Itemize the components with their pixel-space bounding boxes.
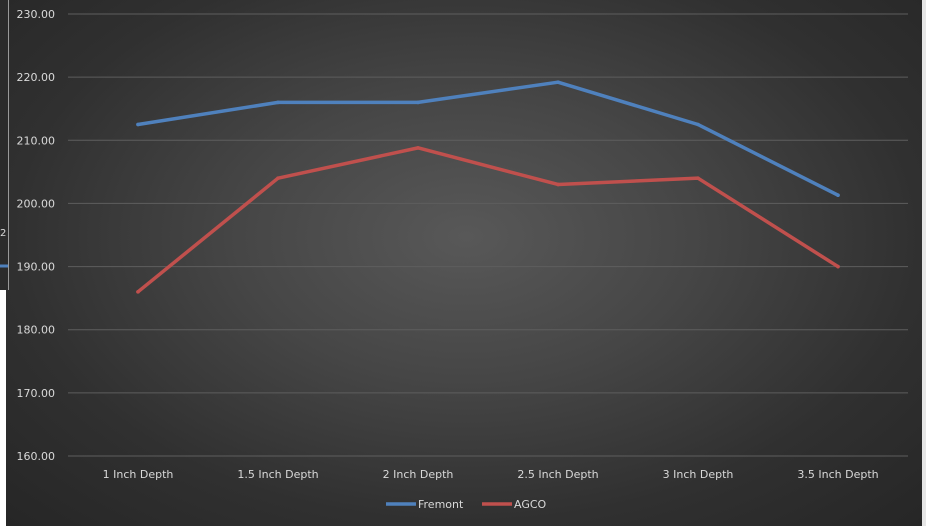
legend-label-fremont: Fremont xyxy=(418,498,464,511)
data-point-agco xyxy=(136,290,140,294)
x-tick-label: 3.5 Inch Depth xyxy=(797,468,878,481)
fragment-label: 2 xyxy=(0,228,7,239)
x-tick-label: 2.5 Inch Depth xyxy=(517,468,598,481)
data-point-fremont xyxy=(836,193,840,198)
data-point-fremont xyxy=(136,122,140,127)
adjacent-chart-fragment: 2 xyxy=(0,0,9,290)
y-tick-label: 220.00 xyxy=(17,71,56,84)
y-tick-label: 210.00 xyxy=(17,134,56,147)
data-point-fremont xyxy=(556,80,560,84)
data-point-agco xyxy=(416,146,420,150)
x-tick-label: 3 Inch Depth xyxy=(663,468,734,481)
y-tick-label: 170.00 xyxy=(17,387,56,400)
data-point-agco xyxy=(836,264,840,269)
y-tick-label: 190.00 xyxy=(17,261,56,274)
legend-label-agco: AGCO xyxy=(514,498,547,511)
y-tick-label: 230.00 xyxy=(17,8,56,21)
data-point-fremont xyxy=(416,100,420,105)
data-point-fremont xyxy=(276,100,280,105)
x-tick-label: 1 Inch Depth xyxy=(103,468,174,481)
x-tick-label: 2 Inch Depth xyxy=(383,468,454,481)
x-tick-label: 1.5 Inch Depth xyxy=(237,468,318,481)
y-tick-label: 200.00 xyxy=(17,197,56,210)
series-line-agco xyxy=(136,146,840,294)
chart-area xyxy=(6,0,926,526)
data-point-agco xyxy=(556,182,560,187)
y-tick-label: 180.00 xyxy=(17,324,56,337)
data-point-fremont xyxy=(696,122,700,127)
data-point-agco xyxy=(696,176,700,180)
window-edge xyxy=(922,0,926,526)
series-line-fremont xyxy=(136,80,840,197)
data-point-agco xyxy=(276,176,280,180)
y-tick-label: 160.00 xyxy=(17,450,56,463)
